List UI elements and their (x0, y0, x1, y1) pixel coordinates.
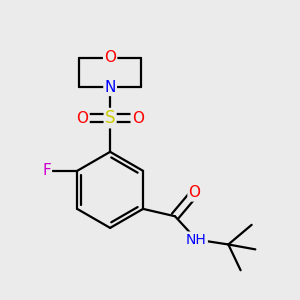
Text: F: F (42, 164, 51, 178)
Text: NH: NH (186, 232, 207, 247)
Text: O: O (76, 111, 88, 126)
Text: N: N (104, 80, 116, 95)
Text: S: S (105, 109, 116, 127)
Text: O: O (189, 185, 201, 200)
Text: O: O (104, 50, 116, 65)
Text: O: O (132, 111, 144, 126)
